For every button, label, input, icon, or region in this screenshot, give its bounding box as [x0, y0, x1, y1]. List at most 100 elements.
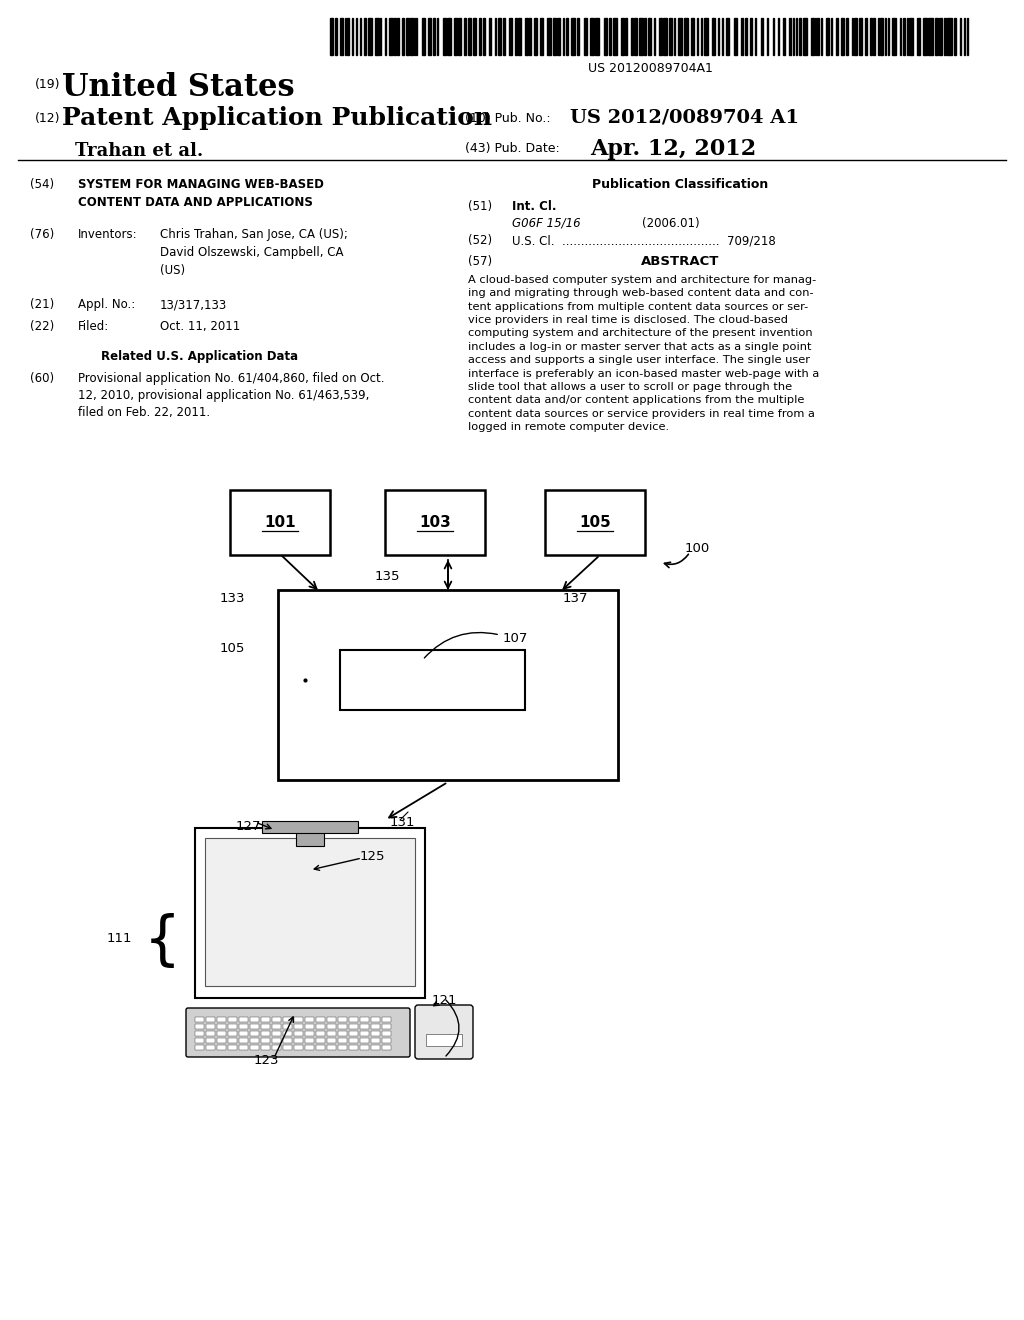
Bar — [929, 18, 933, 55]
Bar — [371, 1016, 380, 1022]
Bar — [316, 1016, 325, 1022]
Bar — [272, 1024, 281, 1030]
Bar — [294, 1045, 303, 1049]
Bar — [206, 1031, 215, 1036]
Bar — [817, 18, 819, 55]
Bar — [228, 1024, 237, 1030]
Bar — [464, 18, 466, 55]
Bar — [327, 1016, 336, 1022]
Bar — [718, 18, 719, 55]
Bar — [947, 18, 951, 55]
Bar — [923, 18, 927, 55]
Bar — [826, 18, 829, 55]
Bar — [272, 1016, 281, 1022]
Bar — [944, 18, 946, 55]
Text: A cloud-based computer system and architecture for manag-
ing and migrating thro: A cloud-based computer system and archit… — [468, 275, 819, 432]
Bar — [553, 18, 556, 55]
Bar — [294, 1031, 303, 1036]
Bar — [239, 1045, 248, 1049]
Bar — [892, 18, 896, 55]
Bar — [360, 1016, 369, 1022]
Bar — [756, 18, 757, 55]
Bar — [916, 18, 920, 55]
Bar — [800, 18, 801, 55]
Bar — [459, 18, 461, 55]
Bar — [283, 1038, 292, 1043]
Bar — [954, 18, 955, 55]
Bar — [773, 18, 774, 55]
Bar — [382, 1031, 391, 1036]
Bar — [744, 18, 748, 55]
Bar — [678, 18, 682, 55]
Bar — [195, 1024, 204, 1030]
Bar — [437, 18, 438, 55]
Bar — [228, 1031, 237, 1036]
Bar — [626, 18, 627, 55]
Bar — [548, 18, 551, 55]
Bar — [294, 1024, 303, 1030]
Bar — [250, 1016, 259, 1022]
Bar — [841, 18, 844, 55]
Bar — [338, 1045, 347, 1049]
Bar — [206, 1024, 215, 1030]
Text: 131: 131 — [390, 816, 416, 829]
Bar — [360, 18, 361, 55]
Text: (10) Pub. No.:: (10) Pub. No.: — [465, 112, 551, 125]
Bar — [503, 18, 505, 55]
Bar — [414, 18, 416, 55]
Bar — [831, 18, 833, 55]
Bar — [566, 18, 568, 55]
Bar — [262, 821, 358, 833]
Bar — [909, 18, 912, 55]
Text: (76): (76) — [30, 228, 54, 242]
Bar — [272, 1031, 281, 1036]
Bar — [239, 1038, 248, 1043]
Bar — [195, 1016, 204, 1022]
Bar — [483, 18, 484, 55]
Bar — [397, 18, 399, 55]
Bar — [228, 1045, 237, 1049]
Bar — [261, 1045, 270, 1049]
Text: 111: 111 — [106, 932, 132, 945]
Bar — [360, 1038, 369, 1043]
Text: {: { — [143, 913, 180, 970]
Bar — [389, 18, 393, 55]
Bar — [305, 1038, 314, 1043]
Bar — [195, 1031, 204, 1036]
Bar — [228, 1016, 237, 1022]
Text: US 2012/0089704 A1: US 2012/0089704 A1 — [570, 108, 799, 125]
Bar — [959, 18, 962, 55]
Bar — [703, 18, 708, 55]
Text: Trahan et al.: Trahan et al. — [75, 143, 203, 160]
Bar — [422, 18, 425, 55]
Bar — [604, 18, 607, 55]
Bar — [529, 18, 531, 55]
Bar — [545, 490, 645, 554]
Bar — [722, 18, 723, 55]
Bar — [870, 18, 871, 55]
Bar — [371, 1031, 380, 1036]
Bar — [468, 18, 470, 55]
Bar — [380, 18, 381, 55]
Bar — [815, 18, 816, 55]
Bar — [250, 1031, 259, 1036]
Bar — [375, 18, 379, 55]
Bar — [316, 1031, 325, 1036]
Text: 105: 105 — [580, 515, 611, 531]
Bar — [648, 18, 650, 55]
Bar — [880, 18, 883, 55]
Bar — [206, 1016, 215, 1022]
Bar — [305, 1016, 314, 1022]
Text: 123: 123 — [254, 1053, 280, 1067]
Text: Int. Cl.: Int. Cl. — [512, 201, 556, 213]
Bar — [488, 18, 490, 55]
Bar — [369, 18, 372, 55]
Bar — [684, 18, 688, 55]
Bar — [283, 1016, 292, 1022]
Text: (60): (60) — [30, 372, 54, 385]
Bar — [230, 490, 330, 554]
Bar — [250, 1024, 259, 1030]
Text: (19): (19) — [35, 78, 60, 91]
Bar — [595, 18, 599, 55]
Bar — [859, 18, 862, 55]
